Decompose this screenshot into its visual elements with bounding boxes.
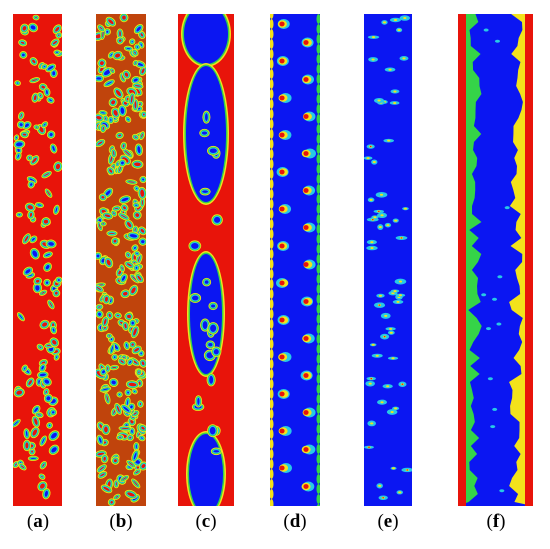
panel-a-caption: (a)	[26, 511, 50, 532]
panel-f-caption: (f)	[486, 511, 506, 532]
panel-e-caption: (e)	[377, 511, 399, 532]
panel-d-caption: (d)	[283, 511, 307, 532]
panel-b-flow-strip	[96, 14, 146, 506]
panel-a-flow-strip	[13, 14, 62, 506]
panel-c-flow-strip	[178, 14, 234, 506]
panel-c-caption: (c)	[195, 511, 217, 532]
panel-b-caption: (b)	[109, 511, 133, 532]
panel-f-flow-strip	[458, 14, 533, 506]
panel-e-flow-strip	[364, 14, 412, 506]
panel-d-flow-strip	[270, 14, 320, 506]
